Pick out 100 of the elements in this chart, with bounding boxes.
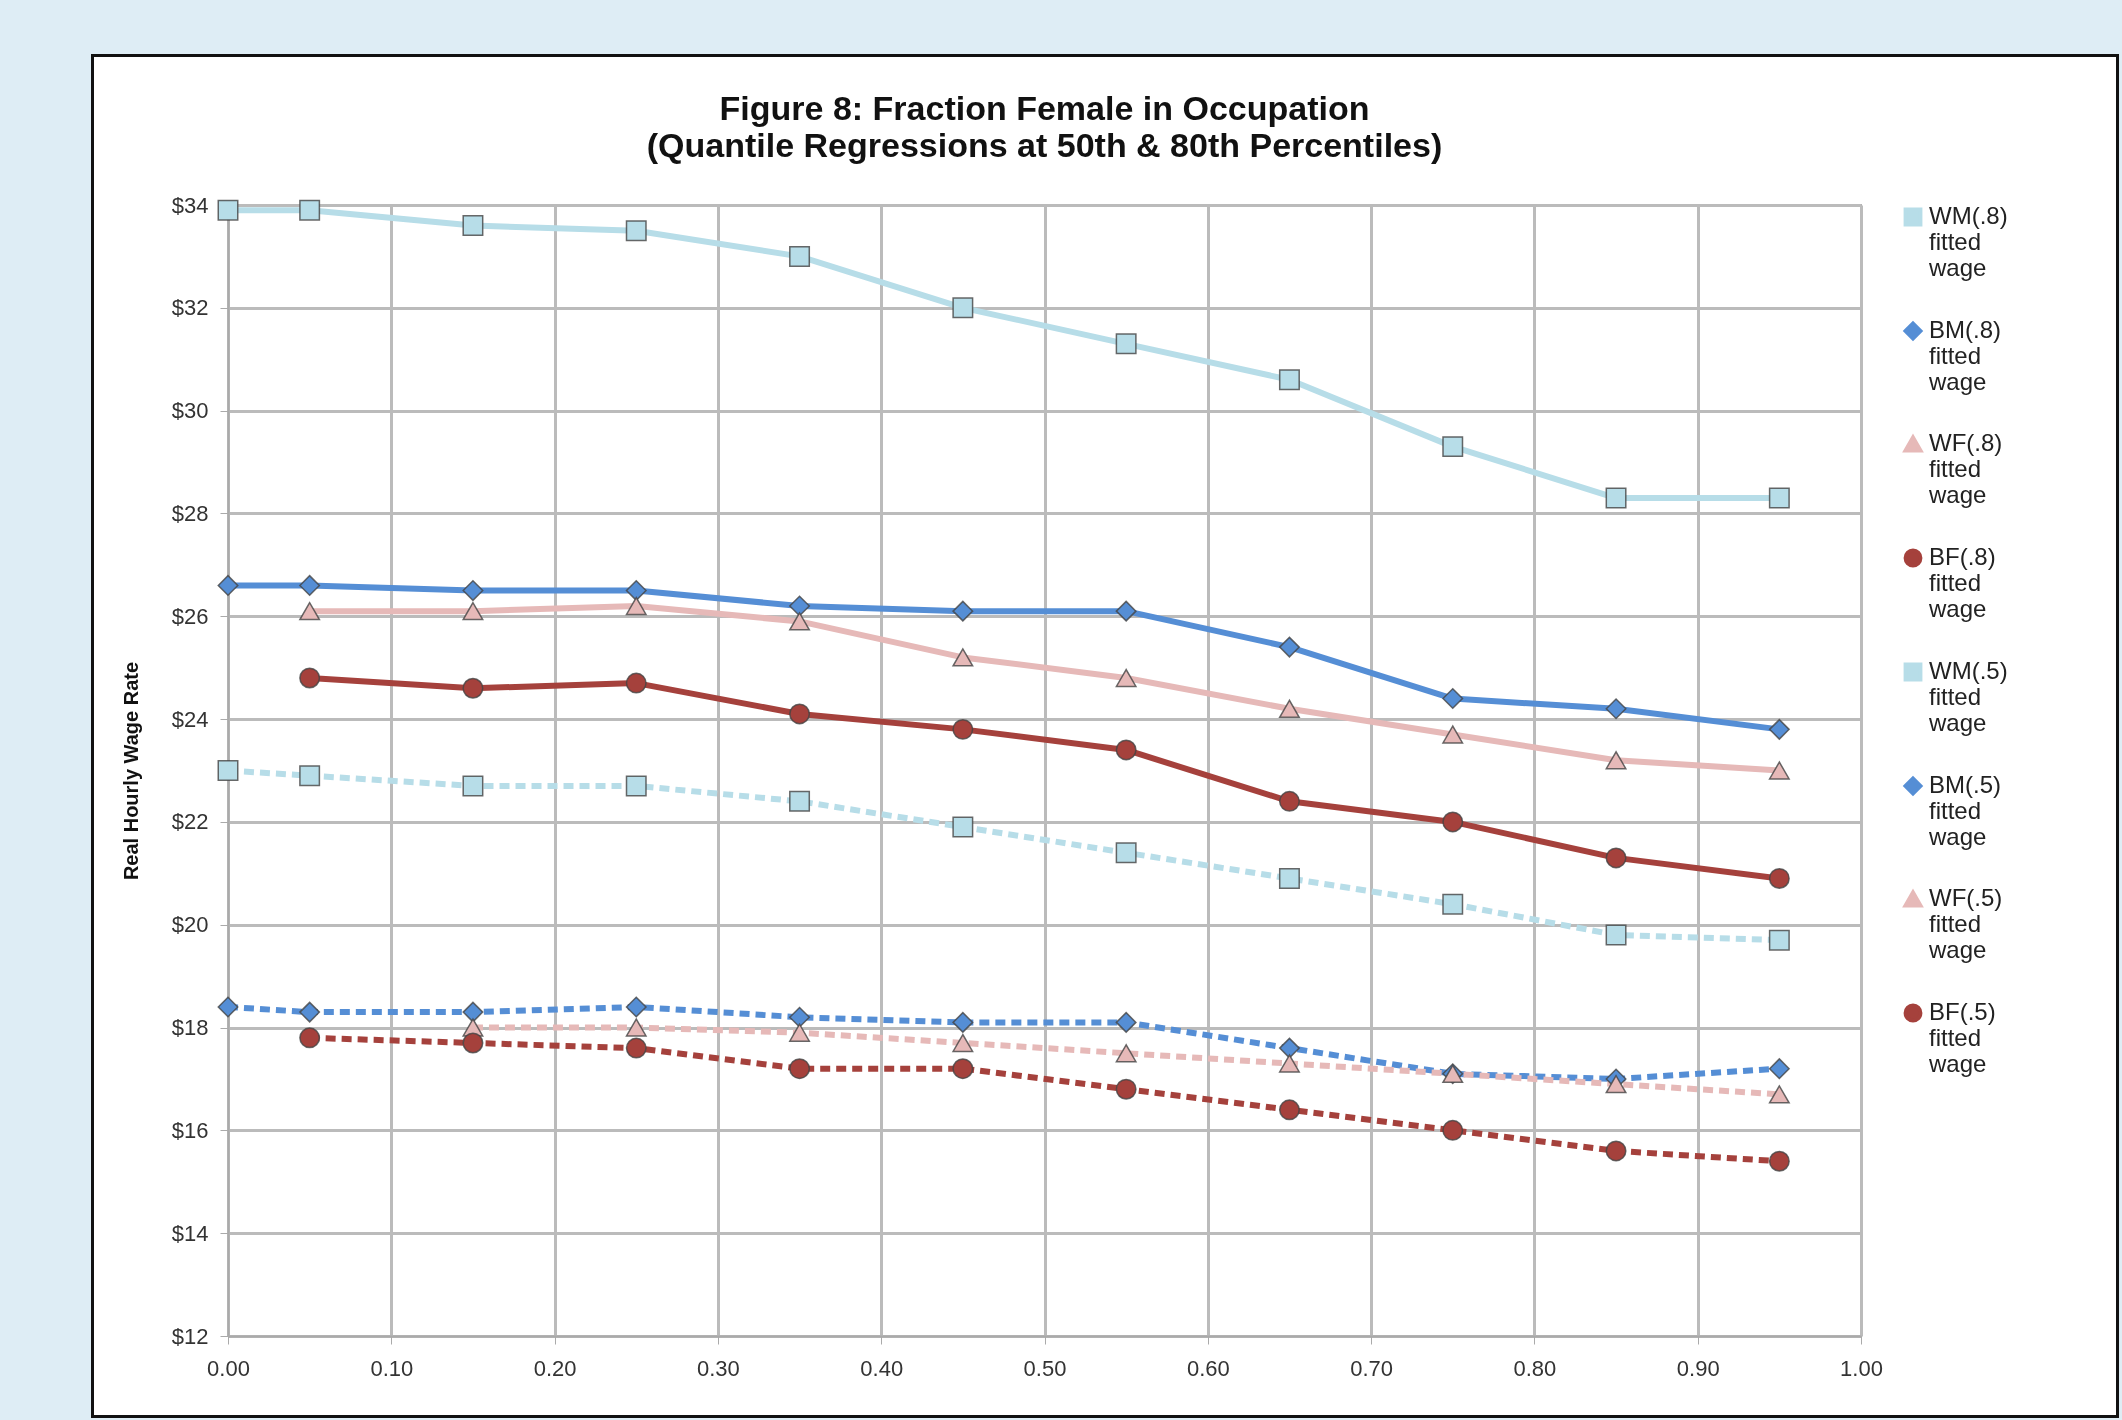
point: [1768, 487, 1790, 509]
point: [462, 580, 484, 602]
y-tick-label: $14: [171, 1220, 209, 1246]
point: [1115, 1011, 1137, 1033]
point: [1278, 699, 1300, 718]
y-tick-label: $26: [171, 603, 209, 629]
point: [299, 667, 321, 689]
point: [789, 790, 811, 812]
point: [625, 1037, 647, 1059]
point: [1605, 1140, 1627, 1162]
point: [789, 595, 811, 617]
point: [1115, 333, 1137, 355]
point: [299, 199, 321, 221]
point: [217, 760, 239, 781]
point: [462, 1001, 484, 1023]
point: [625, 996, 647, 1018]
point: [1115, 1078, 1137, 1100]
chart-subtitle: (Quantile Regressions at 50th & 80th Percentiles): [646, 126, 1443, 164]
point: [625, 596, 647, 616]
point: [625, 220, 647, 242]
point: [789, 245, 811, 267]
point: [1115, 842, 1137, 864]
point: [1442, 725, 1464, 744]
point: [1278, 1054, 1300, 1073]
point: [789, 703, 811, 725]
point: [952, 718, 974, 740]
point: [1605, 924, 1627, 946]
x-tick-label: 0.70: [1350, 1355, 1394, 1381]
point: [1115, 600, 1137, 622]
legend-label: WM(.5) fitted wage: [1928, 657, 2008, 736]
point: [1768, 1058, 1790, 1080]
y-tick-label: $22: [171, 809, 209, 835]
point: [299, 1027, 321, 1049]
point: [1115, 668, 1137, 688]
point: [462, 775, 484, 797]
point: [1278, 369, 1300, 391]
point: [299, 1001, 321, 1023]
y-tick-label: $28: [171, 500, 209, 526]
point: [299, 765, 321, 787]
point: [789, 1006, 811, 1028]
x-tick-label: 0.20: [533, 1355, 577, 1381]
legend-label: WF(.5) fitted wage: [1928, 884, 2003, 963]
point: [1768, 1085, 1790, 1104]
x-tick-label: 0.40: [860, 1355, 904, 1381]
point: [1442, 1119, 1464, 1141]
point: [1768, 1150, 1790, 1172]
point: [462, 215, 484, 237]
chart-title: Figure 8: Fraction Female in Occupation: [719, 89, 1370, 127]
point: [1278, 1037, 1300, 1059]
point: [1442, 436, 1464, 458]
legend-label: BM(.8) fitted wage: [1928, 316, 2001, 395]
point: [217, 996, 239, 1018]
point: [217, 199, 239, 221]
y-tick-label: $30: [171, 398, 209, 424]
point: [462, 601, 484, 621]
legend-label: WM(.8) fitted wage: [1928, 202, 2008, 281]
y-tick-label: $18: [171, 1015, 209, 1041]
point: [625, 775, 647, 797]
point: [789, 1023, 811, 1042]
point: [1605, 487, 1627, 509]
point: [1115, 739, 1137, 761]
legend-label: BF(.8) fitted wage: [1928, 543, 1996, 622]
point: [217, 574, 239, 596]
point: [299, 574, 321, 596]
point: [1768, 761, 1790, 780]
point: [789, 612, 811, 631]
x-tick-label: 0.90: [1676, 1355, 1720, 1381]
point: [952, 1058, 974, 1080]
point: [789, 1058, 811, 1080]
legend-label: BM(.5) fitted wage: [1928, 771, 2001, 850]
point: [1605, 1074, 1627, 1094]
y-axis-title: Real Hourly Wage Rate: [119, 661, 142, 881]
point: [1278, 867, 1300, 889]
point: [462, 1032, 484, 1054]
point: [1278, 1099, 1300, 1121]
point: [1442, 688, 1464, 710]
point: [1278, 636, 1300, 658]
point: [952, 648, 974, 667]
point: [952, 297, 974, 319]
x-tick-label: 0.00: [207, 1355, 250, 1381]
point: [952, 816, 974, 838]
point: [1605, 698, 1627, 720]
point: [625, 672, 647, 694]
x-tick-label: 0.50: [1023, 1355, 1067, 1381]
point: [1442, 811, 1464, 833]
x-tick-label: 0.30: [696, 1355, 740, 1381]
point: [1768, 929, 1790, 951]
legend-label: BF(.5) fitted wage: [1928, 998, 1996, 1077]
y-tick-label: $20: [171, 912, 209, 938]
y-tick-label: $32: [171, 295, 209, 321]
point: [1605, 751, 1627, 770]
point: [1278, 790, 1300, 812]
point: [1442, 893, 1464, 915]
point: [625, 580, 647, 602]
x-tick-label: 1.00: [1840, 1355, 1883, 1381]
y-tick-label: $12: [171, 1323, 209, 1349]
legend-label: WF(.8) fitted wage: [1928, 429, 2003, 508]
point: [1768, 867, 1790, 889]
point: [1115, 1044, 1137, 1063]
y-tick-label: $24: [171, 706, 209, 732]
